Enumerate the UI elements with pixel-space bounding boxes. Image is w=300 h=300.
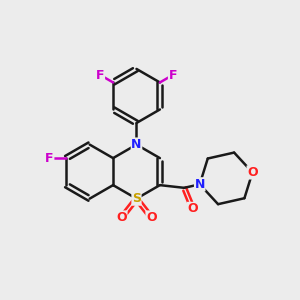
- Text: F: F: [96, 68, 104, 82]
- Text: O: O: [116, 211, 127, 224]
- Text: F: F: [45, 152, 54, 165]
- Text: O: O: [146, 211, 157, 224]
- Text: F: F: [169, 68, 177, 82]
- Text: O: O: [188, 202, 198, 215]
- Text: O: O: [247, 166, 258, 179]
- Text: S: S: [132, 192, 141, 205]
- Text: N: N: [194, 178, 205, 191]
- Text: N: N: [131, 138, 142, 151]
